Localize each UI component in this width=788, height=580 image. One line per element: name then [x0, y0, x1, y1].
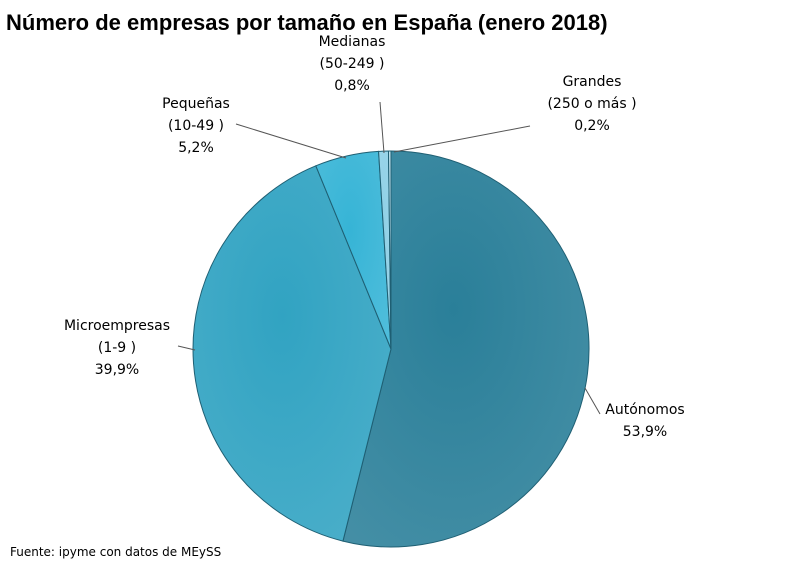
source-note: Fuente: ipyme con datos de MEySS [10, 545, 222, 559]
chart-title: Número de empresas por tamaño en España … [6, 10, 608, 35]
leader-line-0 [584, 387, 601, 415]
pie-slice-0 [342, 150, 590, 548]
leader-line-1 [177, 345, 196, 351]
slice-label-3: Medianas (50-249 ) 0,8% [319, 34, 386, 94]
slice-label-0: Autónomos 53,9% [605, 402, 684, 440]
pie-slice-1 [192, 165, 392, 542]
slice-label-2: Pequeñas (10-49 ) 5,2% [162, 96, 230, 156]
leader-line-4 [393, 125, 531, 153]
slice-label-1: Microempresas (1-9 ) 39,9% [64, 318, 170, 378]
leader-line-2 [235, 123, 347, 159]
pie-slice-4 [388, 150, 392, 350]
leader-line-3 [379, 101, 385, 154]
slice-label-4: Grandes (250 o más ) 0,2% [547, 74, 636, 134]
